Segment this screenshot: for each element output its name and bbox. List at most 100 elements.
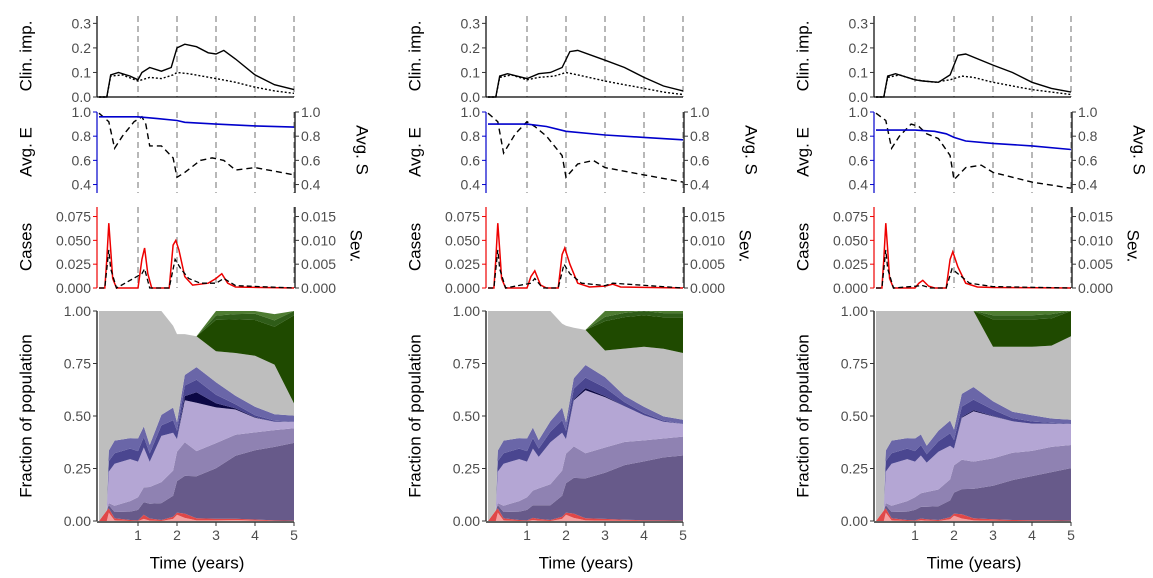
population-layer-8: [488, 365, 683, 521]
pop-x-tick-label: 4: [640, 527, 648, 543]
avg-s-y-tick-label: 0.8: [1078, 128, 1098, 144]
clin-impact-solid-line: [488, 49, 684, 98]
clin-impact-dotted-line: [488, 71, 684, 98]
population-layer-10: [876, 311, 1071, 347]
cases-y-tick-label: 0.000: [445, 280, 480, 296]
avg-s-y-tick-label: 0.4: [1078, 177, 1098, 193]
sev-y-tick-label: 0.010: [301, 232, 336, 248]
cases-y-tick-label: 0.050: [833, 232, 868, 248]
avg-e-y-tick-label: 0.6: [849, 152, 869, 168]
sev-y-tick-label: 0.000: [690, 280, 725, 296]
cases-label: Cases: [794, 223, 813, 271]
avg-e-y-tick-label: 0.6: [72, 152, 92, 168]
cases-y-tick-label: 0.050: [56, 232, 91, 248]
population-layer-11: [876, 311, 1071, 320]
scenario-column-2: 0.0 0.1 0.2 0.3 Clin. imp. 0.4 0.6 0.8 1.0 0.4 0.6…: [406, 15, 761, 572]
avg-e-y-tick-label: 0.4: [72, 177, 92, 193]
avg-s-y-tick-label: 1.0: [301, 104, 321, 120]
cases-severity-panel: 0.000 0.025 0.050 0.075 0.000 0.005 0.010 0.015…: [794, 207, 1143, 296]
clinical-impact-panel: 0.0 0.1 0.2 0.3 Clin. imp.: [406, 15, 684, 105]
cases-y-tick-label: 0.075: [445, 209, 480, 225]
cases-label: Cases: [17, 223, 36, 271]
population-layer-5: [488, 390, 683, 521]
sev-y-tick-label: 0.010: [690, 232, 725, 248]
avg-s-y-tick-label: 0.6: [301, 152, 321, 168]
clin-imp-label: Clin. imp.: [406, 21, 425, 92]
cases-label: Cases: [406, 223, 425, 271]
avg-s-y-tick-label: 1.0: [690, 104, 710, 120]
pop-y-tick-label: 1.00: [841, 303, 868, 319]
cases-y-tick-label: 0.075: [56, 209, 91, 225]
avg-s-label: Avg. S: [353, 125, 372, 175]
clin-y-tick-label: 0.2: [72, 40, 92, 56]
pop-y-tick-label: 0.00: [453, 513, 480, 529]
population-layer-2: [99, 508, 294, 521]
pop-x-tick-label: 3: [989, 527, 997, 543]
avg-e-y-tick-label: 0.4: [849, 177, 869, 193]
sev-y-tick-label: 0.015: [1078, 209, 1113, 225]
cases-y-tick-label: 0.075: [833, 209, 868, 225]
clin-imp-label: Clin. imp.: [794, 21, 813, 92]
population-layer-5: [876, 411, 1071, 521]
sev-y-tick-label: 0.010: [1078, 232, 1113, 248]
cases-line: [876, 223, 1072, 289]
population-layer-4: [488, 436, 683, 521]
cases-y-tick-label: 0.050: [445, 232, 480, 248]
population-layer-4: [876, 445, 1071, 521]
population-layer-11: [99, 311, 294, 337]
avg-e-y-tick-label: 1.0: [849, 104, 869, 120]
population-layer-10: [99, 311, 294, 404]
avg-e-y-tick-label: 0.4: [461, 177, 481, 193]
sev-label: Sev.: [736, 230, 755, 263]
population-layer-12: [876, 311, 1071, 316]
clin-y-tick-label: 0.2: [849, 40, 869, 56]
clin-y-tick-label: 0.3: [461, 15, 481, 31]
sev-y-tick-label: 0.005: [301, 256, 336, 272]
pop-x-tick-label: 1: [911, 527, 919, 543]
population-layer-2: [488, 508, 683, 521]
pop-x-tick-label: 2: [562, 527, 570, 543]
population-layer-12: [488, 311, 683, 330]
pop-x-tick-label: 3: [212, 527, 220, 543]
time-axis-label: Time (years): [927, 554, 1022, 573]
population-layer-8: [99, 367, 294, 521]
pop-y-tick-label: 0.25: [453, 461, 480, 477]
pop-x-tick-label: 2: [173, 527, 181, 543]
pop-y-tick-label: 0.50: [841, 408, 868, 424]
avg-e-label: Avg. E: [17, 127, 36, 177]
cases-y-tick-label: 0.000: [56, 280, 91, 296]
clin-y-tick-label: 0.0: [461, 89, 481, 105]
population-layer-9: [99, 311, 294, 521]
avg-e-line: [99, 116, 295, 128]
pop-y-tick-label: 1.00: [453, 303, 480, 319]
clin-y-tick-label: 0.1: [461, 64, 481, 80]
clin-impact-solid-line: [99, 43, 295, 98]
sev-label: Sev.: [1124, 230, 1143, 263]
time-axis-label: Time (years): [539, 554, 634, 573]
avg-s-line: [875, 112, 1072, 189]
avg-s-line: [487, 112, 684, 183]
cases-line: [99, 223, 295, 289]
clin-y-tick-label: 0.0: [849, 89, 869, 105]
fraction-label: Fraction of population: [406, 334, 425, 498]
cases-severity-panel: 0.000 0.025 0.050 0.075 0.000 0.005 0.010 0.015…: [406, 207, 755, 296]
clin-impact-dotted-line: [99, 71, 295, 98]
pop-y-tick-label: 0.50: [64, 408, 91, 424]
clin-y-tick-label: 0.1: [849, 64, 869, 80]
avg-s-y-tick-label: 0.6: [1078, 152, 1098, 168]
sev-label: Sev.: [347, 230, 366, 263]
pop-x-tick-label: 5: [290, 527, 298, 543]
avg-s-y-tick-label: 0.8: [301, 128, 321, 144]
population-layer-10: [488, 311, 683, 353]
population-layer-11: [488, 311, 683, 330]
pop-x-tick-label: 5: [1067, 527, 1075, 543]
avg-e-y-tick-label: 1.0: [461, 104, 481, 120]
clin-y-tick-label: 0.3: [72, 15, 92, 31]
clinical-impact-panel: 0.0 0.1 0.2 0.3 Clin. imp.: [17, 15, 295, 105]
fraction-label: Fraction of population: [794, 334, 813, 498]
sev-y-tick-label: 0.015: [301, 209, 336, 225]
clin-impact-dotted-line: [876, 74, 1072, 98]
population-layer-5: [99, 400, 294, 521]
scenario-column-3: 0.0 0.1 0.2 0.3 Clin. imp. 0.4 0.6 0.8 1.0 0.4 0.6…: [794, 15, 1149, 572]
